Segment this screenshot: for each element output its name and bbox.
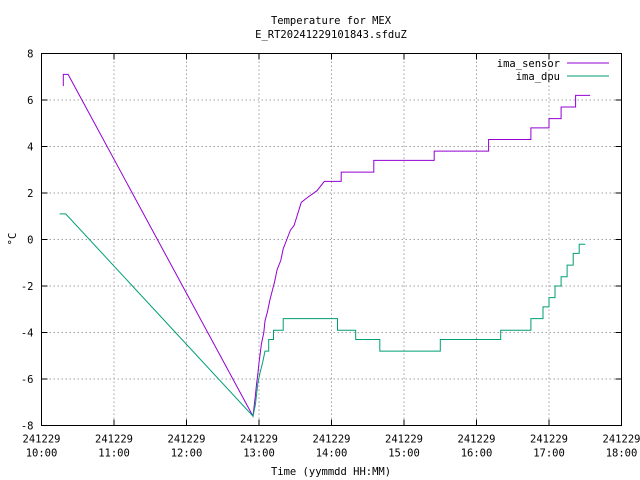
x-tick-label-date: 241229: [530, 434, 568, 446]
axis-ticks: 86420-2-4-6-824122910:0024122911:0024122…: [21, 49, 640, 460]
y-tick-label: 0: [27, 235, 33, 247]
x-tick-label-date: 241229: [23, 434, 61, 446]
y-tick-label: -6: [21, 374, 34, 386]
chart-title: Temperature for MEX: [271, 15, 392, 27]
chart-subtitle: E_RT20241229101843.sfduZ: [255, 29, 407, 41]
y-tick-label: -2: [21, 281, 34, 293]
y-tick-label: 8: [27, 49, 33, 61]
x-tick-label-time: 11:00: [98, 448, 130, 460]
x-tick-label-time: 13:00: [243, 448, 275, 460]
x-tick-label-date: 241229: [603, 434, 640, 446]
x-tick-label-time: 12:00: [171, 448, 203, 460]
grid: [41, 53, 622, 426]
x-axis-label: Time (yymmdd HH:MM): [271, 466, 391, 478]
y-tick-label: 4: [27, 142, 33, 154]
legend-label: ima_dpu: [516, 71, 560, 83]
x-tick-label-date: 241229: [240, 434, 278, 446]
x-tick-label-time: 14:00: [316, 448, 348, 460]
y-tick-label: -4: [21, 328, 34, 340]
y-tick-label: 6: [27, 95, 33, 107]
x-tick-label-date: 241229: [313, 434, 351, 446]
x-tick-label-time: 17:00: [533, 448, 565, 460]
series-lines: [59, 73, 591, 418]
x-tick-label-date: 241229: [385, 434, 423, 446]
x-tick-label-date: 241229: [95, 434, 133, 446]
y-tick-label: 2: [27, 188, 33, 200]
x-tick-label-date: 241229: [458, 434, 496, 446]
y-tick-label: -8: [21, 421, 34, 433]
x-tick-label-date: 241229: [168, 434, 206, 446]
x-tick-label-time: 18:00: [606, 448, 638, 460]
x-tick-label-time: 10:00: [26, 448, 58, 460]
series-line-ima_sensor: [62, 73, 591, 418]
series-line-ima_dpu: [59, 213, 586, 418]
x-tick-label-time: 15:00: [388, 448, 420, 460]
y-axis-label: °C: [7, 233, 19, 246]
plot-frame: [41, 53, 622, 426]
legend-label: ima_sensor: [497, 58, 560, 70]
x-tick-label-time: 16:00: [461, 448, 493, 460]
